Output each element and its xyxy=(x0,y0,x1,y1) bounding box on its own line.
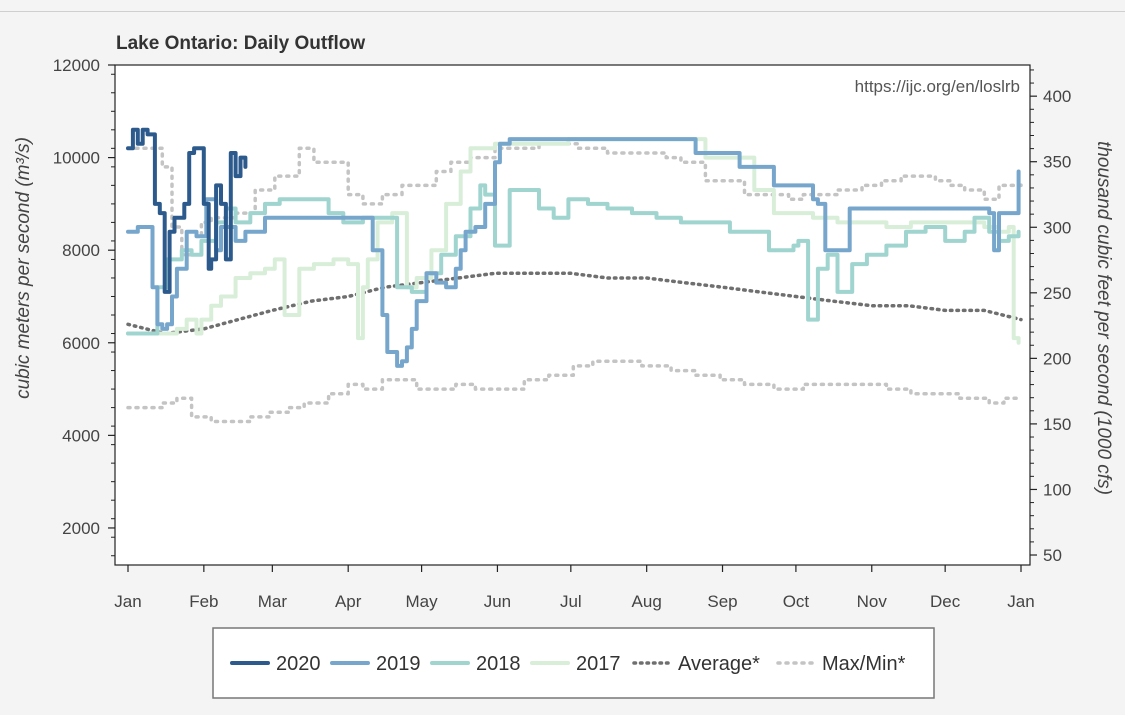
series-line-2020 xyxy=(126,127,248,294)
legend-label: 2017 xyxy=(576,653,621,675)
plot-area xyxy=(114,64,1031,566)
series-layer xyxy=(126,127,1023,424)
series-line-average- xyxy=(126,271,1023,336)
x-tick-label: Jan xyxy=(114,592,141,611)
y2-tick-label: 300 xyxy=(1043,218,1071,237)
y2-axis-label: thousand cubic feet per second (1000 cfs… xyxy=(1093,141,1114,495)
series-line-min xyxy=(126,359,1023,424)
legend-label: Average* xyxy=(678,653,760,675)
series-line-2019 xyxy=(126,137,1021,368)
legend-label: 2020 xyxy=(276,653,321,675)
series-line-2017 xyxy=(126,137,1021,345)
y2-tick-label: 150 xyxy=(1043,415,1071,434)
x-tick-label: Apr xyxy=(335,592,362,611)
x-tick-label: Jul xyxy=(560,592,582,611)
y2-tick-label: 350 xyxy=(1043,153,1071,172)
y2-tick-label: 250 xyxy=(1043,284,1071,303)
x-axis-ticks: Jan Feb Mar Apr May Jun Jul Aug Sep Oct Nov Dec Jan xyxy=(114,565,1035,611)
x-tick-label: Aug xyxy=(632,592,662,611)
y-tick-label: 12000 xyxy=(53,56,100,75)
legend-label: 2019 xyxy=(376,653,421,675)
x-tick-label: Feb xyxy=(189,592,218,611)
x-tick-label: Sep xyxy=(707,592,737,611)
x-tick-label: Mar xyxy=(258,592,288,611)
y2-tick-label: 400 xyxy=(1043,87,1071,106)
x-tick-label: Jan xyxy=(1007,592,1034,611)
legend-label: 2018 xyxy=(476,653,521,675)
left-axis-ticks: 2000 4000 6000 8000 10000 12000 xyxy=(53,56,115,557)
y2-tick-label: 100 xyxy=(1043,480,1071,499)
top-divider xyxy=(0,11,1125,12)
y2-tick-label: 200 xyxy=(1043,349,1071,368)
x-tick-label: Oct xyxy=(783,592,810,611)
y-axis-label: cubic meters per second (m³/s) xyxy=(13,137,34,399)
series-line-2018 xyxy=(126,183,1021,336)
y-tick-label: 6000 xyxy=(62,334,100,353)
y-tick-label: 10000 xyxy=(53,149,100,168)
x-tick-label: Nov xyxy=(857,592,888,611)
x-tick-label: May xyxy=(406,592,439,611)
y-tick-label: 8000 xyxy=(62,241,100,260)
y-tick-label: 4000 xyxy=(62,426,100,445)
y2-tick-label: 50 xyxy=(1043,546,1062,565)
x-tick-label: Dec xyxy=(930,592,961,611)
x-tick-label: Jun xyxy=(484,592,511,611)
chart-title: Lake Ontario: Daily Outflow xyxy=(116,33,365,54)
series-line-max-min- xyxy=(126,141,1023,257)
y-tick-label: 2000 xyxy=(62,519,100,538)
legend-label: Max/Min* xyxy=(822,653,906,675)
legend: 2020 2019 2018 2017 Average* Max/Min* xyxy=(230,653,906,675)
right-axis-ticks: 50 100 150 200 250 300 350 400 xyxy=(1030,69,1071,565)
source-url-note: https://ijc.org/en/loslrb xyxy=(855,77,1020,96)
